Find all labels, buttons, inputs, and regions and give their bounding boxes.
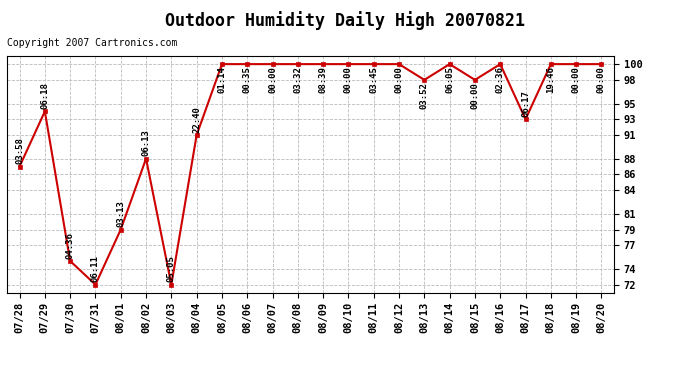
Text: 06:05: 06:05 [445, 66, 454, 93]
Text: 00:00: 00:00 [597, 66, 606, 93]
Text: 01:14: 01:14 [217, 66, 226, 93]
Text: 06:11: 06:11 [91, 255, 100, 282]
Text: 03:52: 03:52 [420, 82, 429, 109]
Text: 00:00: 00:00 [471, 82, 480, 109]
Text: 22:40: 22:40 [192, 106, 201, 133]
Text: 00:00: 00:00 [268, 66, 277, 93]
Text: 04:36: 04:36 [66, 232, 75, 259]
Text: 00:00: 00:00 [344, 66, 353, 93]
Text: 03:58: 03:58 [15, 137, 24, 164]
Text: 06:17: 06:17 [521, 90, 530, 117]
Text: 00:35: 00:35 [243, 66, 252, 93]
Text: 03:32: 03:32 [293, 66, 302, 93]
Text: 03:13: 03:13 [116, 200, 126, 227]
Text: 06:18: 06:18 [40, 82, 50, 109]
Text: 08:39: 08:39 [319, 66, 328, 93]
Text: 19:46: 19:46 [546, 66, 555, 93]
Text: 02:36: 02:36 [495, 66, 505, 93]
Text: 00:00: 00:00 [571, 66, 581, 93]
Text: Copyright 2007 Cartronics.com: Copyright 2007 Cartronics.com [7, 38, 177, 48]
Text: 06:13: 06:13 [141, 129, 150, 156]
Text: Outdoor Humidity Daily High 20070821: Outdoor Humidity Daily High 20070821 [165, 11, 525, 30]
Text: 00:00: 00:00 [395, 66, 404, 93]
Text: 03:45: 03:45 [369, 66, 378, 93]
Text: 05:05: 05:05 [167, 255, 176, 282]
